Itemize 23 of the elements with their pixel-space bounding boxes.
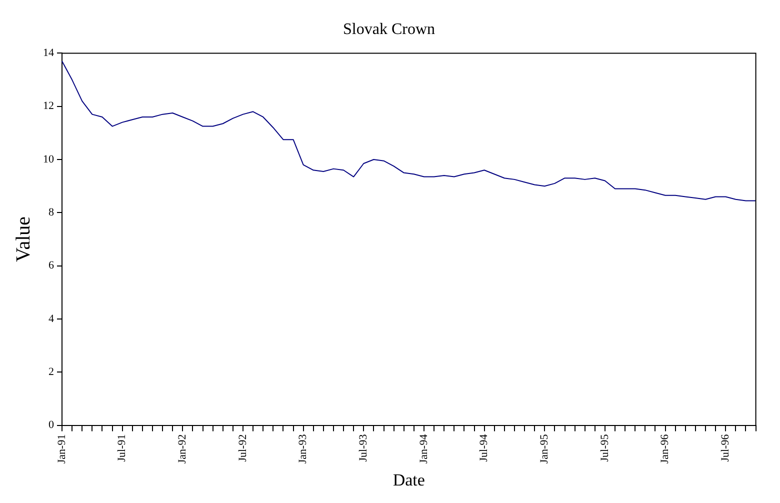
x-tick-label: Jan-95 [538,434,551,464]
x-tick-label: Jul-91 [116,434,128,462]
chart-title: Slovak Crown [343,20,435,38]
x-tick-label: Jul-96 [720,434,732,462]
y-tick-label: 14 [43,47,54,60]
y-axis-title: Value [12,216,34,262]
x-tick-label: Jan-93 [297,434,310,464]
x-tick-label: Jan-92 [176,434,189,464]
y-tick-label: 4 [48,312,54,325]
x-tick-label: Jan-91 [56,434,68,464]
x-tick-label: Jul-92 [236,434,249,462]
y-tick-label: 8 [48,206,54,219]
x-tick-label: Jan-96 [659,434,672,464]
y-tick-label: 0 [48,419,54,432]
x-axis-title: Date [392,470,425,490]
x-tick-label: Jul-94 [478,434,490,462]
y-tick-label: 10 [43,153,54,166]
x-tick-label: Jan-94 [418,434,430,464]
y-tick-label: 12 [43,100,54,112]
y-tick-label: 2 [48,366,54,378]
y-tick-label: 6 [48,260,54,272]
x-tick-label: Jul-93 [358,434,370,462]
x-tick-label: Jul-95 [598,434,611,462]
